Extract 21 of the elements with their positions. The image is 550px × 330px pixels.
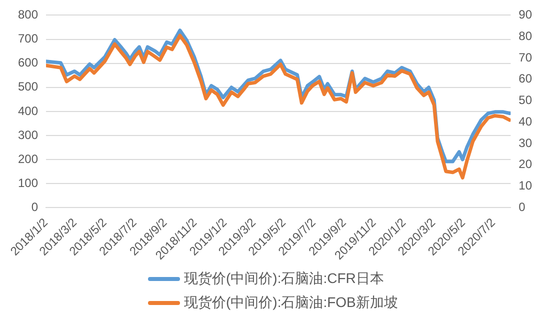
legend-label: 现货价(中间价):石脑油:CFR日本	[184, 270, 384, 288]
y2-tick-label: 40	[518, 114, 532, 128]
y-tick-label: 300	[18, 128, 38, 142]
y-tick-label: 700	[18, 32, 38, 46]
y-tick-label: 0	[31, 200, 38, 214]
y2-tick-label: 20	[518, 157, 532, 172]
y2-tick-label: 10	[518, 178, 532, 193]
y-tick-label: 100	[18, 176, 38, 190]
y-tick-label: 600	[18, 56, 38, 70]
y-tick-label: 400	[18, 104, 38, 118]
y2-tick-label: 80	[518, 28, 532, 43]
y-tick-label: 200	[18, 152, 38, 166]
y2-tick-label: 0	[518, 200, 526, 214]
y2-tick-label: 70	[518, 50, 532, 64]
y-tick-label: 800	[18, 8, 38, 22]
y2-tick-label: 50	[518, 93, 532, 108]
legend-label: 现货价(中间价):石脑油:FOB新加坡	[184, 294, 398, 312]
y2-tick-label: 90	[518, 8, 532, 22]
y2-tick-label: 60	[518, 72, 532, 86]
y2-tick-label: 30	[518, 136, 532, 150]
y-tick-label: 500	[18, 80, 38, 94]
